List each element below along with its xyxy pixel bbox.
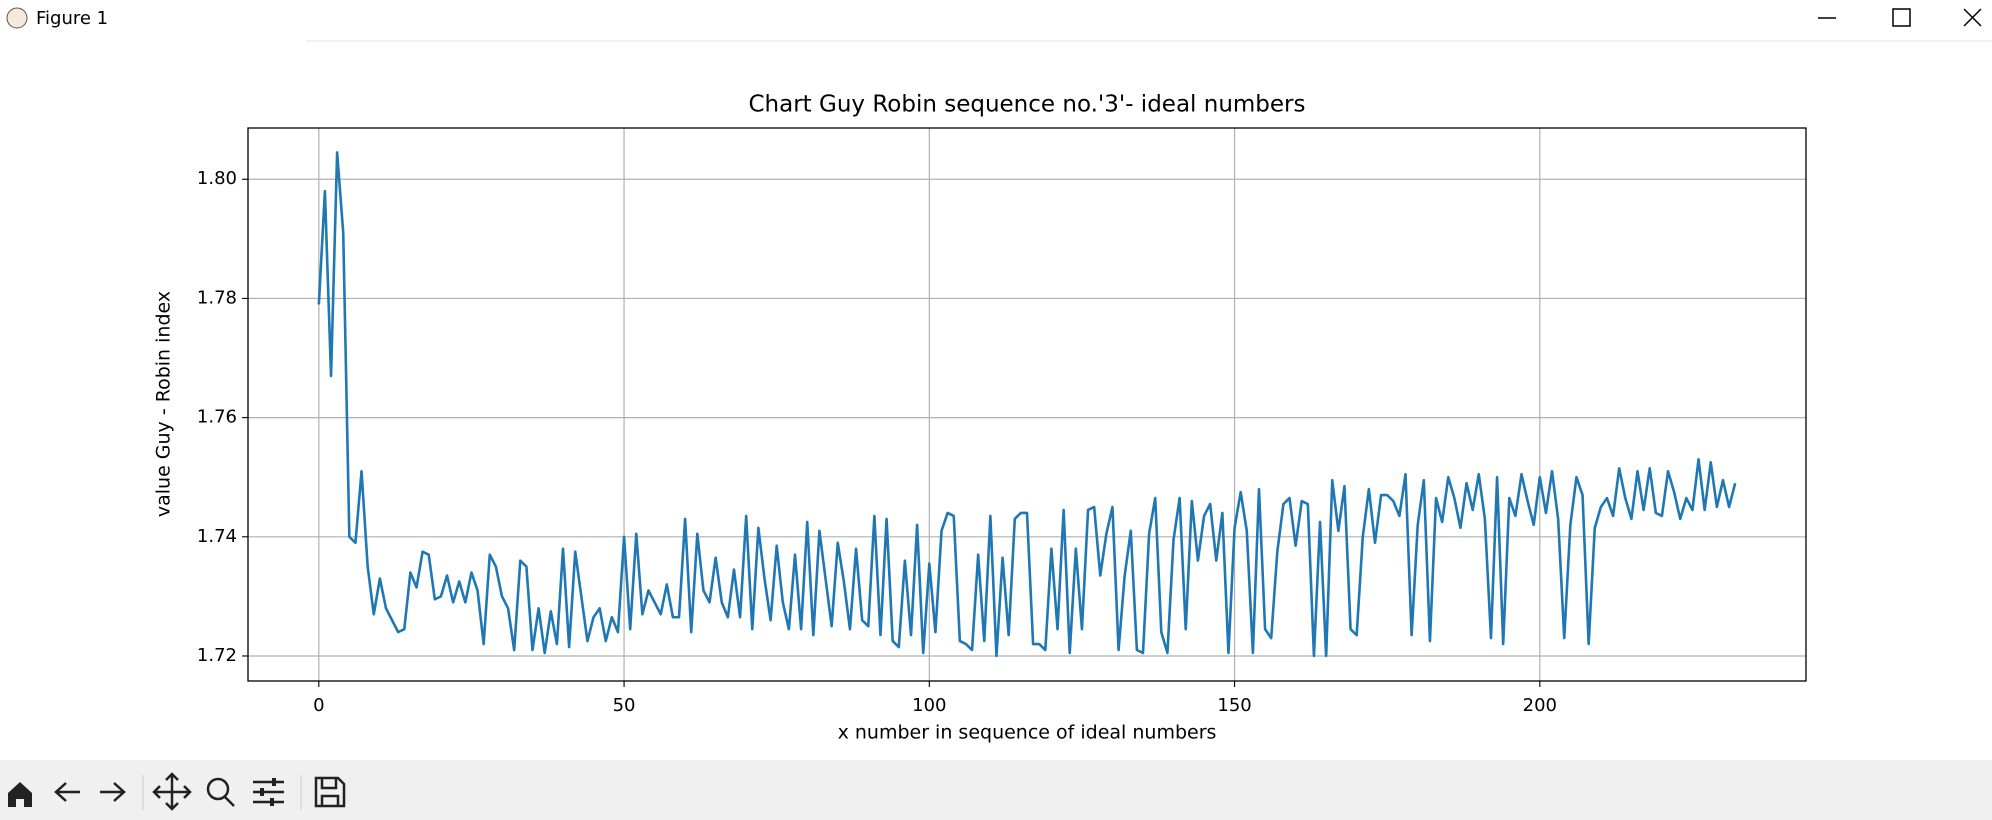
pan-button[interactable]: [152, 772, 192, 811]
close-button[interactable]: [1963, 8, 1982, 27]
maximize-button[interactable]: [1892, 8, 1911, 27]
y-tick-label: 1.74: [197, 526, 237, 547]
y-tick-label: 1.78: [197, 287, 237, 308]
toolbar: [0, 760, 1992, 820]
x-tick-label: 50: [613, 695, 636, 716]
x-axis-label: x number in sequence of ideal numbers: [838, 722, 1217, 744]
plot-area: 0 50 100 150 200 1.72 1.74 1.76 1.78 1.80: [197, 127, 1807, 716]
zoom-button[interactable]: [206, 777, 235, 807]
back-button[interactable]: [54, 782, 80, 802]
window-title: Figure 1: [36, 8, 108, 29]
y-axis-label: value Guy - Robin index: [153, 291, 175, 517]
y-tick-label: 1.80: [197, 168, 237, 189]
y-tick-label: 1.76: [197, 407, 237, 428]
home-button[interactable]: [8, 782, 32, 807]
x-tick-label: 200: [1523, 695, 1557, 716]
x-tick-label: 100: [912, 695, 946, 716]
configure-button[interactable]: [253, 778, 284, 806]
chart-title: Chart Guy Robin sequence no.'3'- ideal n…: [748, 92, 1305, 118]
title-bar: [0, 0, 1992, 41]
forward-button[interactable]: [100, 782, 126, 802]
axes-frame: [247, 127, 1807, 682]
save-button[interactable]: [314, 776, 346, 808]
x-tick-label: 150: [1217, 695, 1251, 716]
x-tick-label: 0: [313, 695, 324, 716]
app-icon: [6, 7, 28, 29]
y-tick-label: 1.72: [197, 645, 237, 666]
data-line: [317, 151, 1737, 658]
